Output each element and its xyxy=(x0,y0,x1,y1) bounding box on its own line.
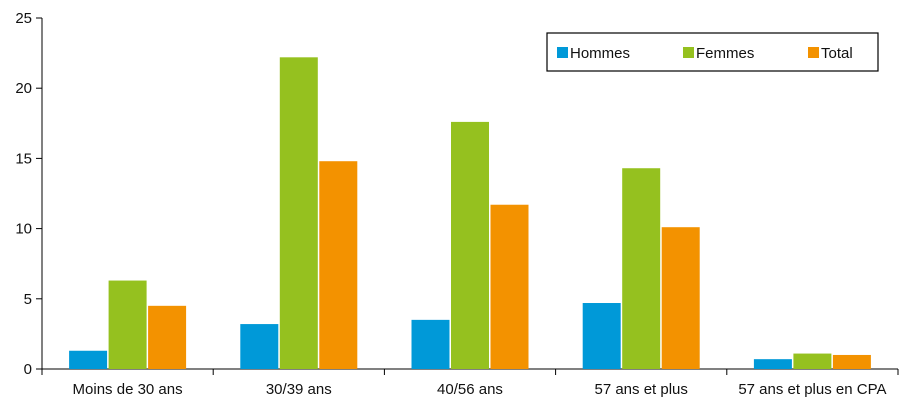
y-tick-label: 25 xyxy=(15,10,32,27)
y-tick-label: 5 xyxy=(24,291,32,308)
bar-femmes-1 xyxy=(108,280,147,369)
bar-total-1 xyxy=(148,305,187,369)
legend-swatch-femmes xyxy=(683,47,694,58)
y-tick-label: 15 xyxy=(15,150,32,167)
x-tick-label: 57 ans et plus en CPA xyxy=(738,381,886,398)
y-tick-label: 20 xyxy=(15,80,32,97)
bar-total-3 xyxy=(490,204,529,369)
x-tick-label: Moins de 30 ans xyxy=(73,381,183,398)
bar-hommes-1 xyxy=(69,350,108,369)
x-axis: Moins de 30 ans 30/39 ans 40/56 ans 57 ans … xyxy=(41,368,899,398)
bar-femmes-2 xyxy=(279,57,318,370)
y-axis: 0 5 10 15 20 25 xyxy=(15,10,43,378)
y-tick-label: 10 xyxy=(15,221,32,238)
legend: Hommes Femmes Total xyxy=(546,32,879,72)
bar-femmes-5 xyxy=(793,353,832,369)
bar-femmes-4 xyxy=(622,168,661,369)
bars xyxy=(69,57,871,370)
bar-femmes-3 xyxy=(451,121,489,370)
x-tick-label: 30/39 ans xyxy=(266,381,332,398)
legend-label-total: Total xyxy=(821,45,853,62)
legend-swatch-total xyxy=(808,47,819,58)
bar-hommes-4 xyxy=(582,303,621,369)
legend-label-hommes: Hommes xyxy=(570,45,630,62)
x-tick-label: 57 ans et plus xyxy=(594,381,687,398)
bar-total-2 xyxy=(319,161,358,369)
bar-total-5 xyxy=(832,354,871,369)
bar-hommes-2 xyxy=(240,324,279,369)
bar-hommes-3 xyxy=(411,319,450,369)
bar-hommes-5 xyxy=(753,359,792,369)
bar-total-4 xyxy=(661,227,700,369)
legend-swatch-hommes xyxy=(557,47,568,58)
legend-box xyxy=(546,32,879,72)
legend-label-femmes: Femmes xyxy=(696,45,754,62)
x-tick-label: 40/56 ans xyxy=(437,381,503,398)
y-tick-label: 0 xyxy=(24,361,32,378)
